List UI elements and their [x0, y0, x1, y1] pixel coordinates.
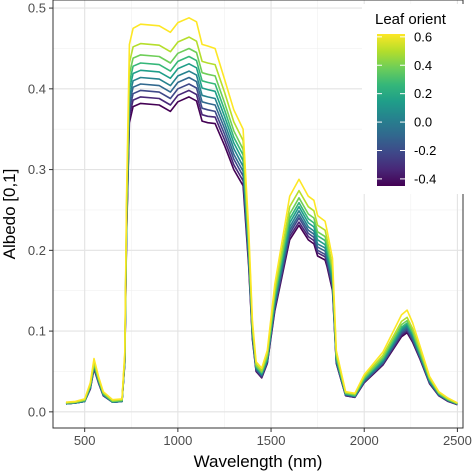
- legend-colorbar: [377, 34, 405, 186]
- legend: Leaf orient 0.6 0.4 0.2 0.0 -0.2 -0.4: [362, 4, 470, 194]
- legend-tick-label: 0.4: [414, 58, 432, 73]
- x-axis-ticks: 500 1000 1500 2000 2500: [74, 428, 472, 448]
- x-tick-label: 1000: [163, 433, 192, 448]
- y-axis-ticks: 0.0 0.1 0.2 0.3 0.4 0.5: [28, 1, 53, 419]
- y-tick-label: 0.2: [28, 243, 46, 258]
- y-tick-label: 0.5: [28, 1, 46, 16]
- plot-border: [52, 0, 464, 429]
- legend-tick-label: 0.0: [414, 115, 432, 130]
- y-tick-label: 0.4: [28, 81, 46, 96]
- legend-tick-label: -0.4: [414, 171, 436, 186]
- legend-tick-label: 0.2: [414, 86, 432, 101]
- y-tick-label: 0.1: [28, 324, 46, 339]
- legend-tick-label: 0.6: [414, 29, 432, 44]
- x-tick-label: 2000: [350, 433, 379, 448]
- series-line: [65, 17, 458, 404]
- x-axis-title: Wavelength (nm): [194, 452, 323, 471]
- y-axis-title: Albedo [0,1]: [0, 169, 19, 260]
- y-tick-label: 0.0: [28, 404, 46, 419]
- series-lines: [65, 17, 458, 406]
- x-tick-label: 1500: [257, 433, 286, 448]
- legend-ticks: 0.6 0.4 0.2 0.0 -0.2 -0.4: [377, 29, 436, 186]
- legend-title: Leaf orient: [375, 11, 447, 28]
- legend-tick-label: -0.2: [414, 143, 436, 158]
- x-tick-label: 2500: [443, 433, 472, 448]
- x-tick-label: 500: [74, 433, 96, 448]
- y-tick-label: 0.3: [28, 162, 46, 177]
